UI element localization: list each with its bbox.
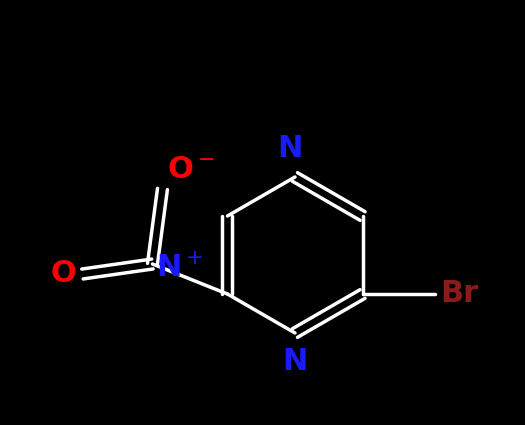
- Text: Br: Br: [440, 280, 479, 309]
- Text: O: O: [50, 260, 77, 289]
- Text: N$^+$: N$^+$: [156, 253, 204, 283]
- Text: N: N: [282, 347, 308, 376]
- Text: O$^-$: O$^-$: [167, 155, 215, 184]
- Text: N: N: [277, 134, 303, 163]
